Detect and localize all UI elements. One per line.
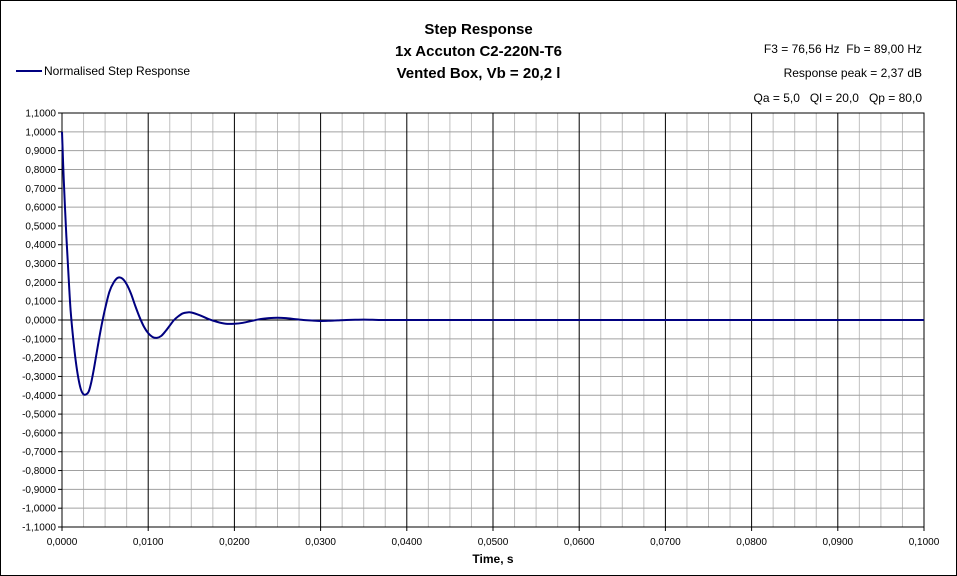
legend: Normalised Step Response: [16, 64, 190, 78]
grid: [58, 112, 925, 531]
x-tick-label: 0,0800: [736, 537, 767, 548]
annotation-q-values: Qa = 5,0 Ql = 20,0 Qp = 80,0: [753, 91, 922, 105]
y-tick-label: -0,3000: [22, 372, 56, 383]
y-tick-label: 0,4000: [25, 240, 56, 251]
y-tick-label: -0,1000: [22, 334, 56, 345]
y-tick-label: -0,4000: [22, 391, 56, 402]
x-tick-label: 0,0300: [305, 537, 336, 548]
y-tick-label: -0,9000: [22, 485, 56, 496]
series-line-normalised-step-response: [61, 131, 924, 396]
y-tick-label: -0,5000: [22, 410, 56, 421]
y-tick-label: -1,1000: [22, 523, 56, 534]
y-tick-label: 0,6000: [25, 203, 56, 214]
y-tick-label: 0,2000: [25, 278, 56, 289]
y-tick-label: -0,8000: [22, 466, 56, 477]
x-tick-label: 0,0700: [650, 537, 681, 548]
x-tick-label: 0,0400: [392, 537, 423, 548]
tick-labels: 1,1000 1,0000 0,9000 0,8000 0,7000 0,6000 0,50…: [22, 109, 940, 549]
y-tick-label: 0,1000: [25, 297, 56, 308]
y-tick-label: 1,1000: [25, 109, 56, 120]
y-tick-label: -1,0000: [22, 504, 56, 515]
chart-title: Step Response: [424, 21, 533, 38]
x-tick-label: 0,0100: [133, 537, 164, 548]
y-tick-label: 0,3000: [25, 259, 56, 270]
x-tick-label: 0,0900: [823, 537, 854, 548]
series-layer: [61, 131, 924, 396]
x-tick-label: 0,0200: [219, 537, 250, 548]
y-tick-label: 1,0000: [25, 127, 56, 138]
chart-subtitle-driver: 1x Accuton C2-220N-T6: [395, 43, 562, 60]
y-tick-label: 0,8000: [25, 165, 56, 176]
chart-subtitle-box: Vented Box, Vb = 20,2 l: [396, 65, 561, 82]
y-tick-label: -0,6000: [22, 428, 56, 439]
y-tick-label: 0,0000: [25, 316, 56, 327]
legend-label: Normalised Step Response: [44, 64, 191, 78]
x-tick-label: 0,0500: [478, 537, 509, 548]
y-tick-label: -0,7000: [22, 447, 56, 458]
x-tick-label: 0,0600: [564, 537, 595, 548]
x-tick-label: 0,1000: [909, 537, 940, 548]
y-tick-label: -0,2000: [22, 353, 56, 364]
annotation-response-peak: Response peak = 2,37 dB: [783, 66, 922, 80]
y-tick-label: 0,5000: [25, 221, 56, 232]
legend-line-swatch: [16, 70, 42, 72]
y-tick-label: 0,9000: [25, 146, 56, 157]
y-tick-label: 0,7000: [25, 184, 56, 195]
x-tick-label: 0,0000: [47, 537, 78, 548]
x-axis-title: Time, s: [472, 552, 513, 566]
annotation-frequencies: F3 = 76,56 Hz Fb = 89,00 Hz: [763, 42, 922, 56]
